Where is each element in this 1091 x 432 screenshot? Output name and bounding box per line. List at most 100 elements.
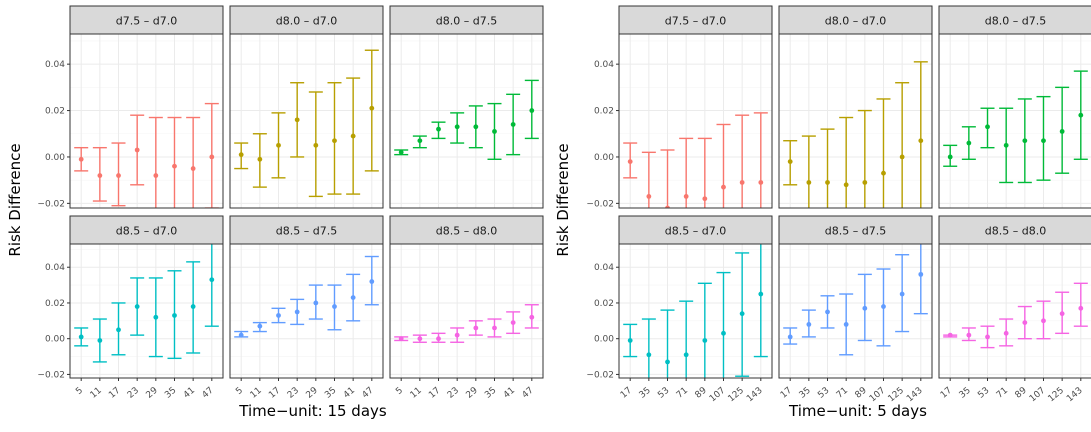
data-point bbox=[190, 304, 196, 309]
data-point bbox=[739, 180, 745, 185]
data-point bbox=[190, 166, 196, 171]
panel-background bbox=[70, 34, 223, 208]
panel-border bbox=[389, 33, 544, 209]
panel-border bbox=[229, 243, 384, 379]
data-point bbox=[134, 147, 140, 153]
data-point bbox=[721, 330, 726, 336]
facet-panel: d7.5 – d7.0 −0.02 0.00 0.02 0.04 bbox=[37, 5, 224, 209]
data-point bbox=[1022, 320, 1028, 326]
panel-data bbox=[234, 49, 379, 198]
data-point bbox=[454, 124, 460, 130]
panel-border bbox=[389, 243, 544, 379]
x-tick-label: 17 bbox=[619, 386, 634, 401]
x-tick-label: 107 bbox=[708, 386, 728, 405]
x-tick-label: 17 bbox=[779, 386, 794, 401]
data-point bbox=[966, 332, 972, 338]
data-point bbox=[153, 173, 159, 178]
panel-border bbox=[938, 33, 1091, 209]
facet-title: d7.5 – d7.0 bbox=[116, 15, 177, 28]
x-tick-label: 143 bbox=[745, 386, 765, 405]
facet-title: d8.5 – d7.5 bbox=[276, 225, 337, 238]
data-point bbox=[806, 322, 812, 327]
y-tick-label: 0.02 bbox=[594, 107, 614, 117]
data-point bbox=[1041, 318, 1046, 324]
data-point bbox=[806, 180, 812, 185]
panel-background bbox=[779, 244, 932, 378]
panel-data bbox=[74, 244, 219, 363]
panel-data bbox=[74, 102, 219, 208]
data-point bbox=[97, 338, 103, 343]
x-axis-title: Time−unit: 5 days bbox=[788, 402, 927, 420]
facet-strip bbox=[229, 215, 384, 245]
data-point bbox=[313, 300, 319, 306]
x-tick-label: 125 bbox=[1046, 386, 1066, 405]
x-tick-label: 89 bbox=[1014, 385, 1029, 400]
data-point bbox=[646, 194, 652, 199]
data-point bbox=[985, 334, 990, 340]
x-tick-label: 71 bbox=[675, 386, 690, 401]
data-point bbox=[825, 309, 830, 315]
facet-title: d8.5 – d8.0 bbox=[436, 225, 497, 238]
data-point bbox=[1022, 138, 1028, 144]
x-tick-label: 17 bbox=[267, 386, 282, 401]
y-tick-label: −0.02 bbox=[37, 370, 65, 380]
data-point bbox=[398, 336, 404, 342]
data-point bbox=[97, 173, 103, 178]
data-point bbox=[843, 182, 849, 188]
panel-background bbox=[70, 244, 223, 378]
y-axis-title: Risk Difference bbox=[6, 143, 24, 256]
data-point bbox=[134, 304, 140, 309]
x-tick-label: 53 bbox=[816, 386, 831, 401]
y-tick-label: 0.04 bbox=[594, 60, 614, 70]
facet-panel: d8.5 – d7.0 −0.02 0.00 0.02 0.04 5 11 17 23 29 35 4… bbox=[37, 215, 224, 401]
x-tick-label: 47 bbox=[521, 386, 536, 401]
panel-background bbox=[619, 34, 772, 208]
facet-panel: d8.5 – d8.0 17 35 53 71 89 107 125 143 bbox=[938, 215, 1091, 405]
data-point bbox=[1041, 138, 1046, 144]
data-point bbox=[417, 336, 423, 342]
panel-data bbox=[943, 70, 1088, 184]
data-point bbox=[116, 173, 121, 178]
data-point bbox=[78, 156, 84, 162]
y-tick-label: 0.02 bbox=[45, 299, 65, 309]
facet-title: d8.5 – d7.5 bbox=[825, 225, 886, 238]
facet-panel: d8.0 – d7.5 bbox=[938, 5, 1091, 209]
data-point bbox=[985, 124, 990, 130]
data-point bbox=[172, 163, 177, 169]
facet-panel: d8.5 – d8.0 5 11 17 23 29 35 41 47 bbox=[389, 215, 544, 401]
facet-panel: d8.5 – d7.0 −0.02 0.00 0.02 0.04 17 35 53 71 89 10… bbox=[586, 215, 773, 405]
facet-strip bbox=[389, 5, 544, 35]
data-point bbox=[881, 304, 886, 309]
data-point bbox=[276, 313, 281, 318]
data-point bbox=[947, 332, 953, 338]
panel-border bbox=[938, 243, 1091, 379]
data-point bbox=[646, 352, 652, 358]
data-point bbox=[721, 184, 726, 190]
data-point bbox=[332, 138, 337, 144]
data-point bbox=[665, 205, 670, 208]
data-point bbox=[947, 154, 953, 160]
panel-background bbox=[619, 244, 772, 378]
x-tick-label: 29 bbox=[465, 385, 480, 400]
data-point bbox=[369, 105, 375, 111]
facet-title: d8.0 – d7.5 bbox=[985, 15, 1046, 28]
facet-panel: d8.0 – d7.0 bbox=[778, 5, 933, 209]
data-point bbox=[209, 277, 215, 283]
x-tick-label: 143 bbox=[1065, 386, 1085, 405]
x-tick-label: 23 bbox=[126, 386, 141, 401]
data-point bbox=[436, 336, 441, 342]
data-point bbox=[899, 154, 905, 160]
facet-strip bbox=[938, 5, 1091, 35]
x-tick-label: 53 bbox=[656, 386, 671, 401]
data-point bbox=[529, 108, 535, 113]
x-tick-label: 41 bbox=[502, 386, 517, 401]
data-point bbox=[473, 124, 479, 130]
data-point bbox=[257, 323, 263, 329]
panel-data bbox=[943, 282, 1088, 349]
data-point bbox=[1078, 305, 1084, 311]
x-tick-label: 5 bbox=[74, 386, 85, 397]
data-point bbox=[758, 180, 764, 185]
x-tick-label: 71 bbox=[835, 386, 850, 401]
data-point bbox=[702, 338, 708, 343]
x-tick-label: 35 bbox=[483, 386, 498, 401]
